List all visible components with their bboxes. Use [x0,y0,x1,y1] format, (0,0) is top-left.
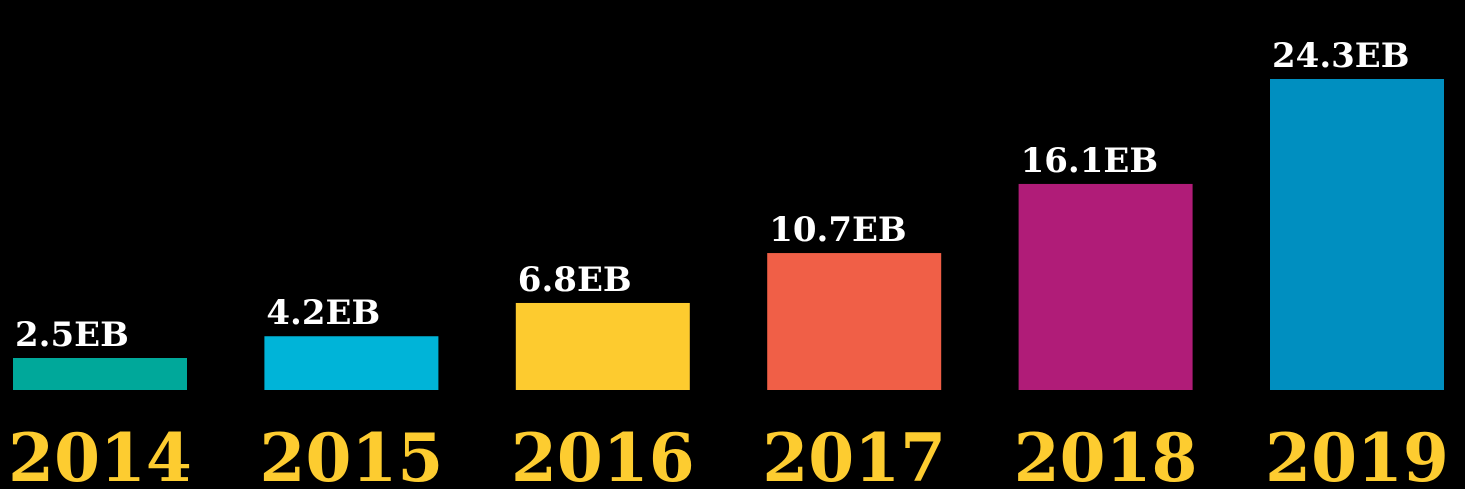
bar [1018,183,1193,390]
bar [13,358,187,390]
value-label: 16.1EB [1021,141,1158,181]
year-label: 2014 [8,419,192,489]
bar [264,336,439,390]
year-label: 2016 [511,419,695,489]
year-label: 2015 [260,419,444,489]
bar [515,302,690,390]
bar [767,253,942,390]
value-label: 24.3EB [1272,36,1409,76]
value-label: 4.2EB [266,293,380,333]
year-label: 2017 [762,419,946,489]
year-label: 2019 [1265,419,1449,489]
value-label: 6.8EB [518,260,632,300]
bar [1270,79,1444,390]
year-label: 2018 [1014,419,1198,489]
value-label: 2.5EB [15,315,129,355]
value-label: 10.7EB [769,210,906,250]
